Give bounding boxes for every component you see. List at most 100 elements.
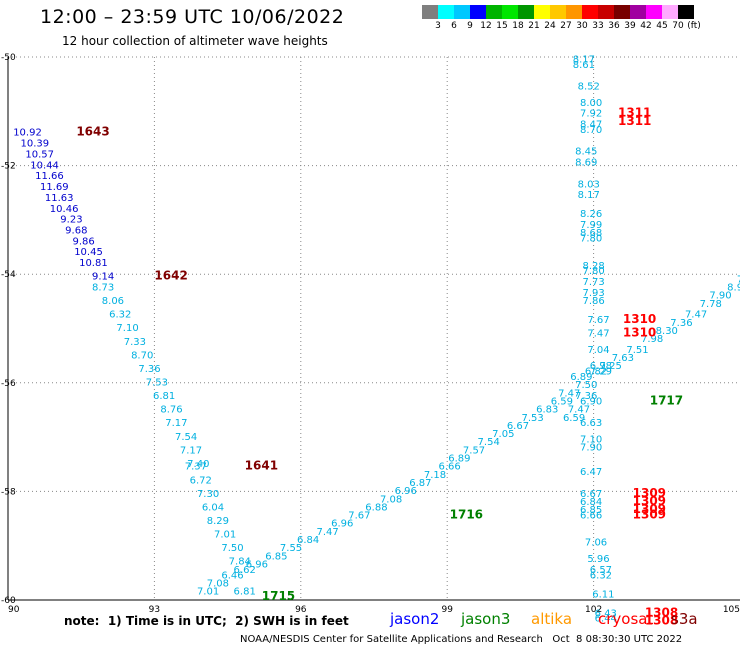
data-point-altika: 6.85 [265, 551, 287, 562]
data-point-altika: 7.01 [214, 530, 236, 541]
data-point-altika: 7.51 [626, 345, 648, 356]
data-point-altika: 7.47 [568, 405, 590, 416]
data-point-altika: 6.59 [563, 413, 585, 424]
data-point-altika: 7.67 [587, 315, 609, 326]
data-point-altika: 7.01 [197, 587, 219, 598]
data-point-altika: 7.36 [138, 364, 160, 375]
data-point-altika: 6.84 [297, 535, 319, 546]
data-point-altika: 6.82 [585, 367, 607, 378]
data-point-altika: 7.37 [185, 462, 207, 473]
data-point-altika: 6.66 [580, 511, 602, 522]
color-scale-label: 36 [608, 21, 620, 31]
data-point-altika: 8.73 [92, 282, 114, 293]
color-swatch [454, 5, 470, 19]
data-point-altika: 7.47 [558, 388, 580, 399]
data-point-altika: 6.67 [580, 489, 602, 500]
note-text: note: 1) Time is in UTC; 2) SWH is in fe… [64, 614, 349, 628]
data-point-altika: 6.11 [592, 589, 614, 600]
data-point-altika: 6.81 [153, 391, 175, 402]
color-swatch [438, 5, 454, 19]
color-scale-label: 70 [672, 21, 684, 31]
data-point-altika: 7.40 [187, 459, 209, 470]
color-swatch [502, 5, 518, 19]
time-label: 1309 [633, 502, 666, 516]
color-scale-label: 21 [528, 21, 540, 31]
color-swatch [678, 5, 694, 19]
x-tick-label: 93 [149, 605, 160, 615]
color-swatch [470, 5, 486, 19]
data-point-altika: 7.57 [463, 445, 485, 456]
data-point-altika: 7.53 [521, 413, 543, 424]
x-tick-label: 102 [585, 605, 602, 615]
data-point-altika: 7.08 [380, 494, 402, 505]
data-point-altika: 7.10 [116, 323, 138, 334]
data-point-altika: 6.67 [507, 421, 529, 432]
time-label: 1310 [623, 312, 656, 326]
data-point-altika: 6.62 [234, 565, 256, 576]
time-label: 1309 [633, 508, 666, 522]
data-point-altika: 7.73 [582, 277, 604, 288]
color-scale-label: 42 [640, 21, 652, 31]
data-point-jason2: 11.69 [40, 182, 69, 193]
data-point-altika: 8.29 [207, 516, 229, 527]
data-point-jason2: 9.68 [65, 225, 87, 236]
data-point-altika: 6.90 [580, 397, 602, 408]
color-swatch [582, 5, 598, 19]
data-point-altika: 7.50 [575, 380, 597, 391]
data-point-jason2: 9.23 [60, 215, 82, 226]
data-point-altika: 6.32 [109, 310, 131, 321]
data-point-altika: 6.46 [221, 570, 243, 581]
data-point-altika: 7.90 [580, 443, 602, 454]
data-point-altika: 8.9 [727, 282, 740, 293]
time-label: 1311 [618, 106, 651, 120]
data-point-altika: 6.59 [551, 397, 573, 408]
data-point-altika: 8.45 [575, 147, 597, 158]
time-label: 1643 [76, 125, 109, 139]
time-label: 1311 [618, 114, 651, 128]
data-point-jason2: 10.44 [30, 160, 59, 171]
data-point-altika: 7.90 [709, 291, 731, 302]
data-point-altika: 7.33 [124, 337, 146, 348]
color-scale-label: 24 [544, 21, 556, 31]
data-point-altika: 8.69 [575, 158, 597, 169]
time-label: 1308 [645, 605, 678, 619]
data-point-altika: 7.78 [700, 299, 722, 310]
color-swatch [630, 5, 646, 19]
data-point-altika: 8.61 [573, 60, 595, 71]
data-point-altika: 6.44 [595, 614, 617, 625]
color-scale-label: 33 [592, 21, 604, 31]
data-point-altika: 7.17 [180, 445, 202, 456]
x-tick-label: 105 [723, 605, 740, 615]
data-point-jason2: 9.86 [73, 236, 95, 247]
data-point-altika: 8.00 [580, 98, 602, 109]
data-point-altika: 7.53 [146, 378, 168, 389]
y-tick-label: -60 [1, 596, 16, 606]
legend-altika: altika [531, 610, 573, 628]
data-point-altika: 6.89 [570, 372, 592, 383]
chart-subtitle: 12 hour collection of altimeter wave hei… [62, 34, 328, 48]
data-point-altika: 6.89 [448, 454, 470, 465]
data-point-altika: 7.10 [580, 435, 602, 446]
data-point-altika: 7.08 [207, 578, 229, 589]
data-point-jason2: 10.81 [79, 258, 108, 269]
data-point-altika: 7.86 [582, 296, 604, 307]
data-point-altika: 7.18 [424, 470, 446, 481]
data-point-altika: 5.96 [587, 554, 609, 565]
time-label: 1642 [154, 269, 187, 283]
data-point-altika: 7.98 [641, 334, 663, 345]
data-point-altika: 8.17 [578, 190, 600, 201]
data-point-jason2: 10.57 [25, 149, 54, 160]
color-scale-label: 27 [560, 21, 572, 31]
data-point-altika: 8.52 [578, 82, 600, 93]
data-point-altika: 6.47 [580, 467, 602, 478]
color-swatch [598, 5, 614, 19]
color-swatch [518, 5, 534, 19]
color-scale-label: (ft) [687, 21, 701, 31]
data-point-altika: 8.30 [656, 326, 678, 337]
color-swatch [534, 5, 550, 19]
time-label: 1717 [650, 394, 683, 408]
time-label: 1716 [450, 508, 483, 522]
data-point-altika: 7.93 [582, 288, 604, 299]
data-point-altika: 7.54 [478, 437, 500, 448]
